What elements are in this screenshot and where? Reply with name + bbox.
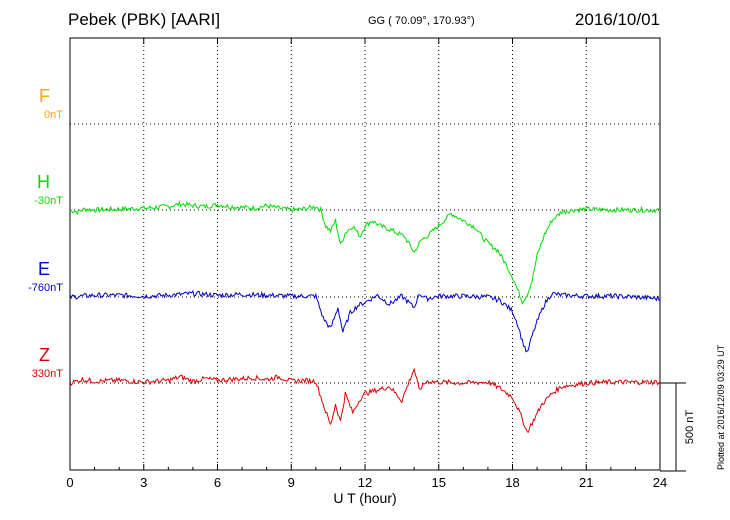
offset-label-Z: 330nT <box>31 368 63 380</box>
x-tick-label: 6 <box>214 475 221 490</box>
offset-label-E: -760nT <box>28 282 63 294</box>
x-tick-label: 21 <box>579 475 593 490</box>
x-tick-label: 12 <box>358 475 372 490</box>
offset-label-H: -30nT <box>34 195 63 207</box>
component-label-F: F <box>39 86 50 106</box>
series-line-H <box>70 200 661 305</box>
offset-label-F: 0nT <box>44 109 63 121</box>
x-tick-label: 18 <box>505 475 519 490</box>
scale-bar-label: 500 nT <box>684 410 696 445</box>
x-tick-label: 0 <box>66 475 73 490</box>
date-label: 2016/10/01 <box>574 10 660 29</box>
x-tick-label: 9 <box>288 475 295 490</box>
coordinates-label: GG ( 70.09°, 170.93°) <box>368 15 475 27</box>
component-label-H: H <box>37 172 50 192</box>
x-axis-label: U T (hour) <box>333 490 396 506</box>
x-tick-label: 3 <box>140 475 147 490</box>
series-line-E <box>69 289 661 353</box>
plotted-timestamp: Plotted at 2016/12/09 03:29 UT <box>716 344 726 470</box>
station-title: Pebek (PBK) [AARI] <box>68 10 221 29</box>
component-label-E: E <box>37 259 50 279</box>
x-tick-label: 15 <box>432 475 446 490</box>
series-line-Z <box>69 367 661 433</box>
x-tick-label: 24 <box>653 475 667 490</box>
component-label-Z: Z <box>39 345 50 365</box>
